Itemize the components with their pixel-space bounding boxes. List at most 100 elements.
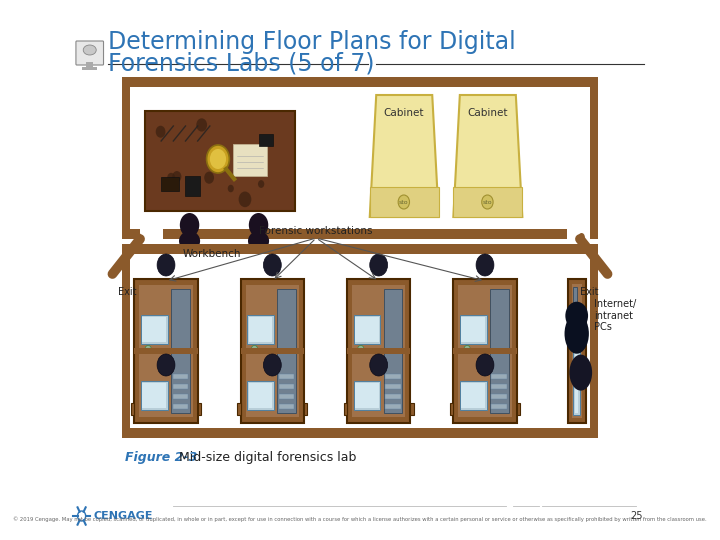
Bar: [568, 279, 585, 423]
Bar: [130, 87, 590, 229]
Circle shape: [172, 171, 181, 183]
Bar: [233, 144, 266, 176]
Bar: [173, 384, 188, 389]
Bar: [492, 394, 507, 399]
Text: sto: sto: [482, 199, 492, 205]
Bar: [385, 404, 400, 409]
Bar: [279, 404, 294, 409]
Bar: [130, 229, 140, 239]
Bar: [249, 383, 272, 408]
Bar: [355, 318, 379, 342]
Bar: [492, 384, 507, 389]
Circle shape: [167, 173, 175, 183]
Circle shape: [578, 233, 585, 241]
Circle shape: [370, 354, 387, 376]
Bar: [590, 77, 598, 239]
Circle shape: [197, 118, 207, 132]
Bar: [143, 383, 166, 408]
Bar: [139, 285, 193, 417]
Text: Internet/
intranet
PCs: Internet/ intranet PCs: [594, 299, 636, 332]
Circle shape: [264, 354, 282, 376]
Bar: [354, 381, 380, 410]
Bar: [343, 403, 347, 415]
Bar: [171, 289, 189, 413]
Bar: [173, 374, 188, 379]
Circle shape: [207, 145, 230, 173]
Bar: [490, 289, 508, 413]
Bar: [454, 348, 517, 354]
Ellipse shape: [179, 231, 200, 251]
Text: Determining Floor Plans for Digital: Determining Floor Plans for Digital: [109, 30, 516, 54]
Bar: [460, 381, 487, 410]
Bar: [279, 374, 294, 379]
Circle shape: [156, 126, 166, 138]
Bar: [135, 279, 198, 423]
Bar: [161, 177, 179, 191]
Bar: [122, 244, 598, 254]
Circle shape: [358, 346, 364, 353]
Bar: [410, 403, 413, 415]
Bar: [450, 403, 454, 415]
Bar: [143, 318, 166, 342]
Bar: [279, 394, 294, 399]
Bar: [122, 428, 598, 438]
Bar: [492, 374, 507, 379]
Bar: [304, 403, 307, 415]
Bar: [122, 77, 598, 87]
Bar: [573, 287, 577, 307]
FancyBboxPatch shape: [145, 111, 295, 211]
Text: Exit: Exit: [118, 287, 137, 297]
Circle shape: [258, 180, 264, 188]
Text: Figure 2-3: Figure 2-3: [125, 451, 197, 464]
Circle shape: [476, 354, 494, 376]
Bar: [462, 318, 485, 342]
Text: Cabinet: Cabinet: [467, 108, 508, 118]
Text: CENGAGE: CENGAGE: [94, 511, 153, 521]
Bar: [517, 403, 520, 415]
Bar: [492, 404, 507, 409]
Circle shape: [145, 346, 151, 353]
Bar: [258, 134, 273, 146]
Bar: [590, 244, 598, 438]
Bar: [198, 403, 201, 415]
Circle shape: [210, 149, 226, 169]
Bar: [173, 404, 188, 409]
Bar: [352, 285, 405, 417]
Bar: [130, 254, 590, 428]
Bar: [246, 285, 299, 417]
Polygon shape: [370, 95, 438, 217]
Circle shape: [228, 185, 234, 192]
Polygon shape: [370, 187, 438, 217]
Bar: [454, 279, 517, 423]
Circle shape: [370, 254, 387, 276]
Circle shape: [157, 254, 175, 276]
Bar: [355, 383, 379, 408]
Bar: [384, 289, 402, 413]
Bar: [247, 315, 274, 345]
Text: Exit: Exit: [580, 287, 598, 297]
Circle shape: [249, 213, 269, 237]
Text: Cabinet: Cabinet: [384, 108, 424, 118]
Bar: [385, 374, 400, 379]
Bar: [557, 229, 567, 239]
Circle shape: [204, 172, 214, 184]
Bar: [86, 62, 93, 68]
FancyBboxPatch shape: [76, 41, 104, 65]
Bar: [163, 229, 557, 239]
Bar: [120, 75, 600, 440]
Bar: [122, 244, 130, 438]
Bar: [573, 368, 580, 415]
Ellipse shape: [84, 45, 96, 55]
Text: Mid-size digital forensics lab: Mid-size digital forensics lab: [179, 451, 356, 464]
Ellipse shape: [564, 314, 589, 354]
Bar: [572, 284, 582, 418]
Bar: [385, 394, 400, 399]
Bar: [238, 403, 240, 415]
Polygon shape: [454, 95, 522, 217]
Bar: [354, 315, 380, 345]
Bar: [247, 381, 274, 410]
Bar: [141, 381, 168, 410]
Bar: [122, 77, 130, 239]
Text: 25: 25: [630, 511, 642, 521]
Circle shape: [565, 302, 588, 330]
